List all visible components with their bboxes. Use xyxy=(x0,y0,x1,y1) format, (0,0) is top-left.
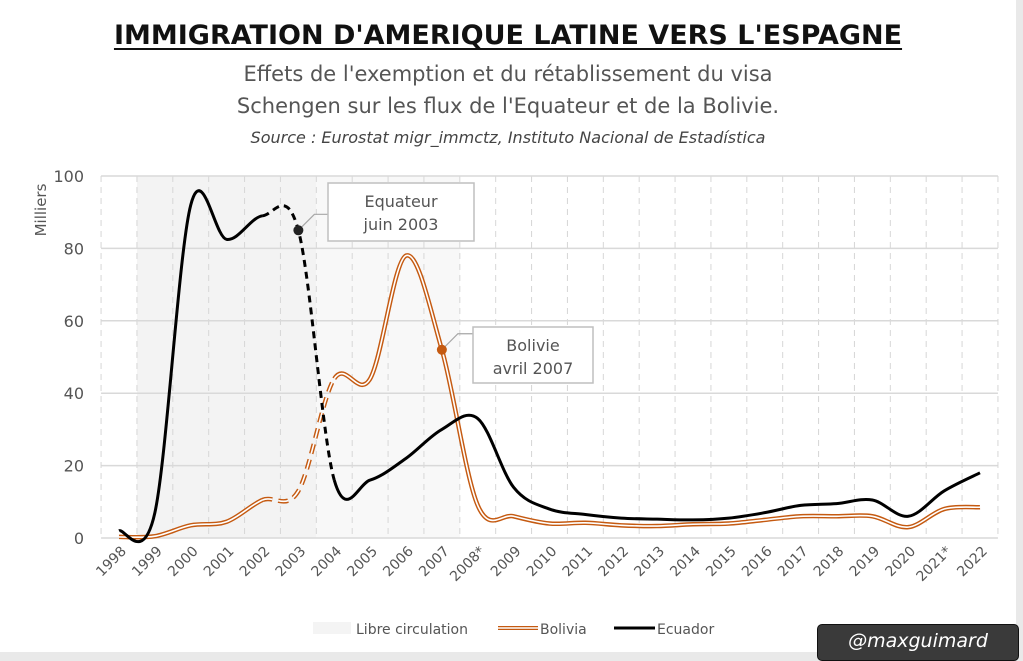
x-tick-label: 2017 xyxy=(775,544,812,581)
series-line-bolivia-inner xyxy=(262,378,335,503)
annotation-line1: Bolivie xyxy=(506,336,559,355)
x-tick-label: 1999 xyxy=(129,544,166,581)
series-line-bolivia-inner xyxy=(333,254,981,528)
x-tick-label: 2006 xyxy=(380,543,417,580)
y-axis-label: Milliers xyxy=(32,183,50,236)
series-line-ecuador xyxy=(262,204,336,481)
legend-label-bolivia: Bolivia xyxy=(540,622,587,638)
series-line-ecuador xyxy=(118,189,263,543)
annotation-line2: juin 2003 xyxy=(363,215,439,234)
x-tick-label: 2001 xyxy=(201,544,238,581)
y-tick-label: 20 xyxy=(64,457,84,476)
x-tick-label: 2022 xyxy=(954,544,991,581)
x-tick-label: 1998 xyxy=(93,544,130,581)
chart-source: Source : Eurostat migr_immctz, Instituto… xyxy=(250,128,766,147)
shaded-band-libre-circulation xyxy=(136,176,317,538)
x-tick-label: 2004 xyxy=(309,543,346,580)
chart-subtitle-line1: Effets de l'exemption et du rétablisseme… xyxy=(243,62,773,86)
annotation-box xyxy=(472,326,594,384)
x-tick-label: 2012 xyxy=(596,544,633,581)
legend-label-ecuador: Ecuador xyxy=(657,622,714,638)
y-tick-label: 80 xyxy=(64,239,84,258)
series-line-bolivia-inner xyxy=(118,499,263,539)
x-tick-label: 2011 xyxy=(560,544,597,581)
legend: Libre circulation Bolivia Ecuador xyxy=(313,622,714,638)
x-tick-label: 2018 xyxy=(811,544,848,581)
legend-label-libre-circulation: Libre circulation xyxy=(356,622,468,638)
annotation-marker-bolivia xyxy=(436,344,447,355)
x-tick-label: 2019 xyxy=(847,544,884,581)
x-tick-label: 2021* xyxy=(913,544,954,585)
x-tick-label: 2015 xyxy=(703,544,740,581)
annotation-line1: Equateur xyxy=(364,192,437,211)
x-tick-label: 2000 xyxy=(165,544,202,581)
x-tick-label: 2014 xyxy=(667,543,704,580)
y-tick-label: 60 xyxy=(64,312,84,331)
chart-plot: 0 20 40 60 80 100 1998 1999 2000 2001 2002 2003 2004… xyxy=(32,167,999,638)
x-tick-label: 2013 xyxy=(631,544,668,581)
x-tick-label: 2010 xyxy=(524,544,561,581)
x-tick-label: 2009 xyxy=(488,544,525,581)
annotation-leader-line xyxy=(297,213,328,231)
y-tick-label: 100 xyxy=(53,167,84,186)
x-tick-label: 2016 xyxy=(739,543,776,580)
series-line-ecuador xyxy=(332,413,981,522)
chart-subtitle-line2: Schengen sur les flux de l'Equateur et d… xyxy=(236,94,780,118)
annotation-line2: avril 2007 xyxy=(493,359,574,378)
y-tick-label: 0 xyxy=(74,529,84,548)
author-credit-badge: @maxguimard xyxy=(817,624,1019,661)
y-tick-label: 40 xyxy=(64,384,84,403)
x-tick-label: 2003 xyxy=(273,544,310,581)
x-tick-label: 2005 xyxy=(344,544,381,581)
chart-title: IMMIGRATION D'AMERIQUE LATINE VERS L'ESP… xyxy=(113,20,903,51)
x-tick-label: 2002 xyxy=(237,544,274,581)
annotation-box xyxy=(327,182,475,242)
x-tick-label: 2008* xyxy=(447,544,488,585)
annotation-leader-line xyxy=(441,333,473,351)
annotation-marker-ecuador xyxy=(293,225,304,236)
legend-swatch-libre-circulation xyxy=(313,622,351,634)
